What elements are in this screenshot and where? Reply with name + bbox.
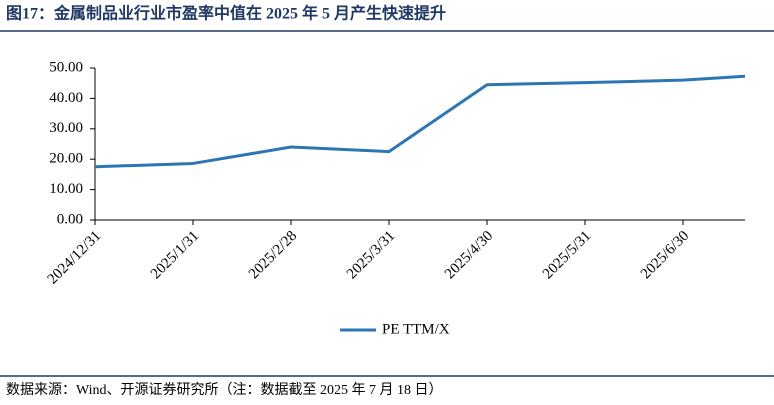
x-tick-label: 2025/6/30 [638, 228, 692, 282]
x-tick-label: 2025/5/31 [540, 228, 594, 282]
y-tick-label: 40.00 [49, 90, 83, 106]
y-tick-label: 0.00 [57, 211, 83, 227]
x-tick-label: 2024/12/31 [45, 228, 105, 288]
y-tick-label: 50.00 [49, 59, 83, 75]
y-tick-label: 30.00 [49, 120, 83, 136]
chart-title: 图17：金属制品业行业市盈率中值在 2025 年 5 月产生快速提升 [6, 4, 446, 23]
source-note: 数据来源：Wind、开源证券研究所（注：数据截至 2025 年 7 月 18 日… [6, 382, 443, 398]
line-series [94, 74, 746, 169]
x-tick-label: 2025/4/30 [442, 228, 496, 282]
x-tick-label: 2025/2/28 [246, 228, 300, 282]
y-tick-label: 10.00 [49, 181, 83, 197]
y-tick-label: 20.00 [49, 151, 83, 167]
x-tick-label: 2025/1/31 [148, 228, 202, 282]
x-tick-label: 2025/3/31 [344, 228, 398, 282]
legend-label: PE TTM/X [382, 321, 450, 337]
